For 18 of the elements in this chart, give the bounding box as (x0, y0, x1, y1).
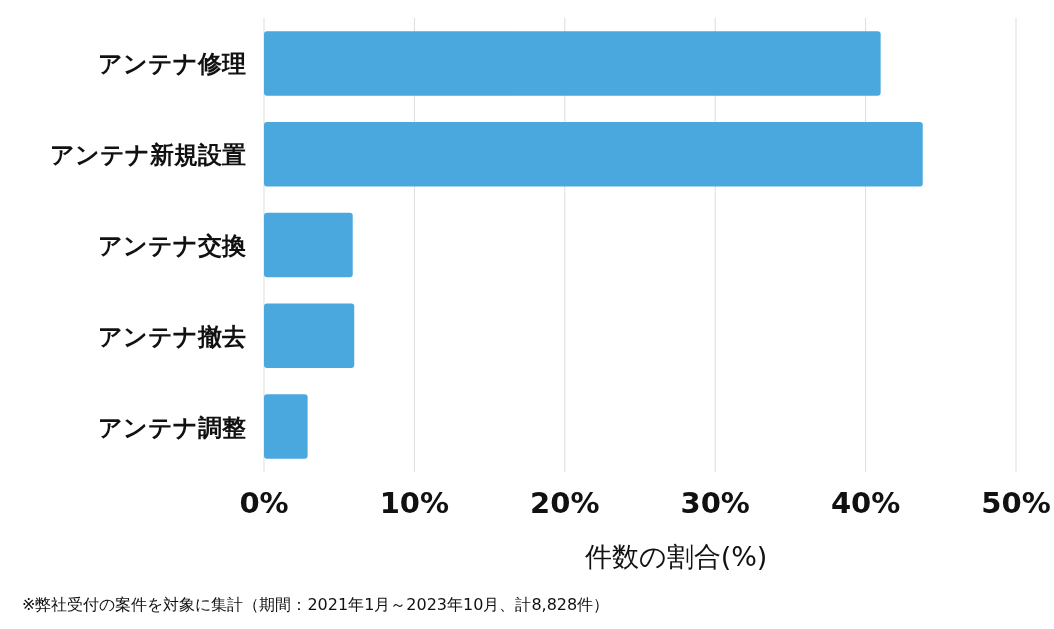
x-tick-label: 40% (830, 486, 901, 520)
x-axis-title: 件数の割合(%) (584, 541, 768, 572)
y-tick-label: アンテナ交換 (98, 232, 246, 260)
bar (264, 121, 923, 187)
y-tick-label: アンテナ調整 (98, 413, 246, 442)
x-tick-label: 0% (239, 486, 289, 520)
x-tick-label: 50% (981, 486, 1051, 520)
y-tick-label: アンテナ撤去 (98, 322, 246, 351)
x-tick-label: 30% (680, 486, 750, 520)
y-tick-label: アンテナ新規設置 (50, 141, 246, 170)
text: ※弊社受付の案件を対象に集計（期間：2021年1月～2023年10月、計8,828件） (22, 595, 610, 614)
bar (264, 394, 308, 459)
x-tick-label: 10% (379, 486, 450, 520)
bar (264, 31, 881, 96)
bar (264, 212, 353, 278)
x-tick-label: 20% (530, 486, 600, 520)
bar (264, 303, 355, 369)
y-tick-label: アンテナ修理 (98, 50, 246, 79)
